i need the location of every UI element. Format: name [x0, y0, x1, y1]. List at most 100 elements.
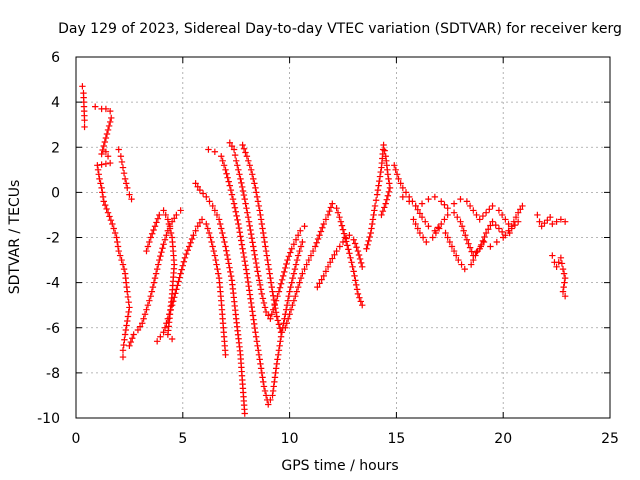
point-7-89	[290, 270, 298, 277]
point-16-6	[559, 265, 567, 273]
point-7-4	[220, 162, 228, 169]
point-7-65	[271, 378, 278, 386]
point-3-25	[161, 236, 169, 243]
point-7-28	[242, 262, 249, 269]
series-t5	[153, 216, 229, 359]
point-16-11	[559, 288, 567, 295]
point-3-26	[163, 232, 170, 239]
x-tick-label-3: 15	[387, 431, 405, 447]
point-8-49	[277, 280, 285, 287]
point-15-4	[544, 217, 551, 224]
point-15-0	[534, 211, 541, 219]
point-6-19	[225, 260, 232, 267]
point-15-3	[541, 220, 548, 227]
point-4-17	[178, 266, 185, 273]
y-tick-label-6: 2	[51, 140, 60, 156]
point-9-70	[324, 211, 332, 219]
point-14-3	[416, 229, 424, 237]
point-14-17	[461, 265, 468, 273]
point-13-17	[482, 209, 490, 216]
point-13-21	[498, 211, 506, 219]
point-7-55	[260, 378, 267, 386]
point-15-8	[557, 216, 565, 223]
point-9-27	[265, 261, 272, 268]
point-1-59	[120, 341, 127, 349]
point-9-25	[263, 252, 271, 259]
point-7-25	[240, 249, 247, 257]
point-8-23	[249, 239, 256, 246]
point-2-4	[120, 169, 128, 177]
point-13-1	[406, 198, 413, 205]
point-8-48	[276, 284, 284, 291]
point-8-32	[256, 277, 263, 284]
point-5-8	[154, 215, 162, 222]
point-7-26	[240, 253, 248, 261]
point-14-4	[419, 234, 427, 241]
point-9-74	[333, 204, 340, 212]
point-9-11	[253, 189, 260, 196]
point-10-7	[329, 255, 336, 262]
point-9-88	[349, 263, 356, 271]
point-12-13	[422, 218, 429, 225]
point-3-4	[134, 326, 142, 334]
point-5-5	[150, 226, 157, 234]
point-7-73	[276, 342, 283, 349]
point-7-47	[254, 342, 261, 349]
point-12-23	[458, 223, 466, 230]
point-7-51	[257, 360, 264, 368]
point-8-41	[267, 315, 274, 322]
point-9-54	[296, 279, 303, 286]
point-4-41	[214, 265, 221, 273]
point-2-3	[119, 164, 127, 171]
point-7-45	[252, 333, 260, 340]
point-8-39	[262, 308, 270, 316]
point-11-10	[371, 202, 379, 210]
point-7-50	[256, 356, 263, 363]
point-7-10	[227, 186, 235, 194]
point-11-2	[365, 237, 372, 245]
point-9-91	[352, 277, 359, 284]
point-9-21	[260, 234, 268, 241]
point-6-4	[203, 193, 210, 201]
series-t14	[399, 193, 522, 232]
point-2-7	[124, 184, 131, 192]
point-5-11	[162, 211, 169, 219]
point-7-7	[224, 174, 231, 181]
series-t15	[410, 216, 513, 273]
point-9-51	[292, 292, 299, 300]
point-4-37	[210, 247, 217, 255]
point-5-12	[164, 216, 172, 223]
point-14-12	[448, 243, 456, 250]
point-9-39	[273, 313, 280, 320]
point-5-9	[156, 211, 163, 219]
point-12-42	[498, 228, 506, 236]
point-13-11	[463, 198, 471, 205]
point-9-58	[303, 261, 310, 268]
point-9-64	[314, 235, 322, 243]
point-7-56	[260, 383, 268, 390]
point-3-13	[148, 288, 156, 295]
point-10-0	[314, 283, 321, 291]
point-9-45	[283, 320, 290, 327]
point-9-33	[269, 288, 276, 295]
point-7-3	[219, 157, 226, 164]
point-7-90	[291, 265, 299, 273]
point-13-10	[457, 195, 464, 203]
point-12-40	[492, 221, 499, 229]
point-1-31	[106, 213, 113, 220]
point-7-23	[238, 241, 246, 248]
point-1-9	[102, 134, 110, 142]
point-9-34	[270, 292, 277, 299]
point-16-4	[557, 254, 565, 262]
point-9-93	[353, 286, 361, 293]
point-14-10	[444, 234, 451, 241]
point-7-71	[275, 351, 282, 359]
point-14-20	[472, 252, 479, 259]
point-7-36	[247, 295, 254, 302]
point-9-32	[268, 283, 275, 291]
point-7-85	[286, 288, 293, 295]
point-8-26	[251, 251, 258, 258]
point-7-82	[283, 301, 291, 309]
point-2-0	[115, 146, 122, 153]
point-4-2	[160, 329, 167, 336]
